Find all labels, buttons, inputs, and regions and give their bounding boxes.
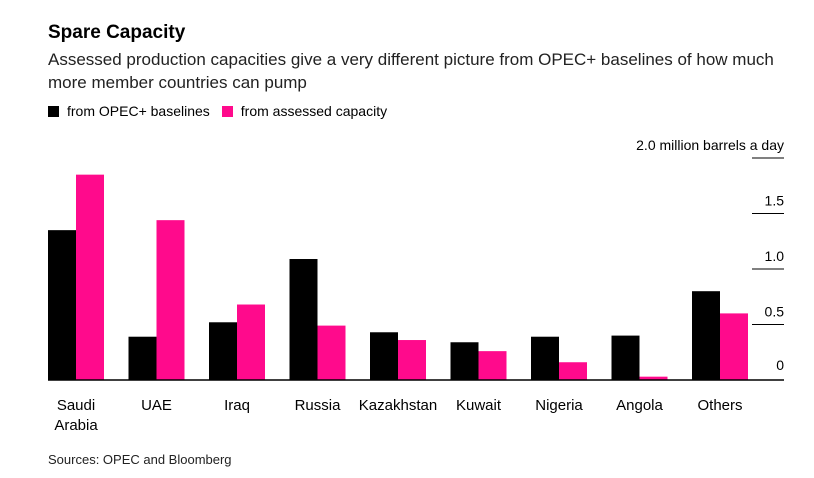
bar-baseline (692, 291, 720, 380)
bar-assessed (398, 340, 426, 380)
legend-item-baseline: from OPEC+ baselines (48, 103, 210, 119)
bar-assessed (156, 220, 185, 380)
y-tick-label: 0.5 (765, 304, 785, 320)
legend: from OPEC+ baselines from assessed capac… (48, 103, 399, 119)
bar-baseline (370, 332, 398, 380)
bar-assessed (478, 351, 507, 380)
x-tick-label: Nigeria (535, 397, 583, 414)
bar-baseline (450, 342, 479, 380)
bar-assessed (720, 313, 748, 380)
bar-baseline (48, 230, 76, 380)
legend-label-assessed: from assessed capacity (240, 103, 388, 119)
bar-baseline (128, 336, 157, 380)
x-tick-label: Angola (616, 397, 663, 414)
chart-title: Spare Capacity (48, 22, 186, 43)
x-tick-label: Russia (295, 397, 342, 414)
x-tick-label: Saudi Arabia (54, 397, 98, 434)
legend-swatch-baseline (48, 105, 59, 117)
x-tick-label: Kuwait (456, 397, 502, 414)
y-tick-label: 2.0 million barrels a day (636, 137, 784, 153)
x-tick-label: Kazakhstan (359, 397, 437, 414)
legend-swatch-assessed (221, 105, 233, 117)
legend-label-baseline: from OPEC+ baselines (67, 103, 210, 119)
legend-item-assessed: from assessed capacity (221, 103, 388, 119)
bar-assessed (317, 325, 346, 380)
x-tick-label: Others (697, 397, 742, 414)
y-tick-label: 1.5 (765, 193, 785, 209)
chart-subtitle: Assessed production capacities give a ve… (48, 50, 774, 92)
y-tick-label: 1.0 (765, 248, 785, 264)
bar-assessed (559, 362, 587, 380)
x-tick-label: Iraq (224, 397, 250, 414)
source-note: Sources: OPEC and Bloomberg (48, 452, 232, 467)
bar-assessed (639, 376, 668, 380)
y-tick-label: 0 (776, 357, 784, 373)
bar-baseline (209, 322, 237, 380)
bar-assessed (76, 174, 104, 380)
bar-baseline (611, 335, 640, 380)
bar-assessed (237, 304, 265, 380)
bar-baseline (531, 336, 559, 380)
x-tick-label: UAE (141, 397, 172, 414)
bar-baseline (289, 259, 318, 380)
